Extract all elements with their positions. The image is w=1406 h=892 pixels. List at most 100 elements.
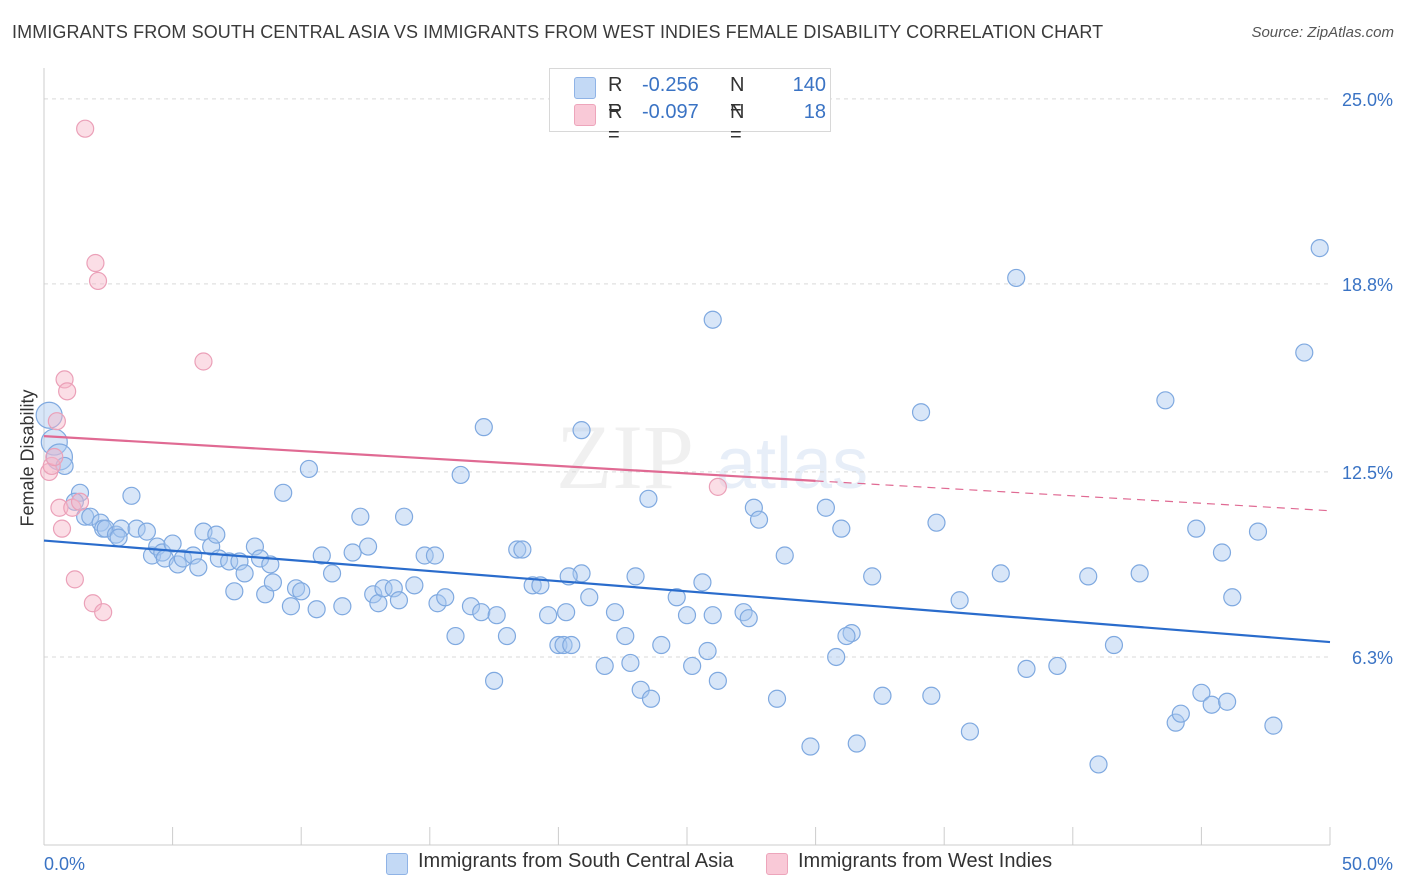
data-point-south-central-asia [605,603,625,622]
data-point-south-central-asia [168,555,187,574]
correlation-legend: R = -0.256 N = 140 R = -0.097 N = 18 [549,68,831,146]
data-point-south-central-asia [837,626,856,646]
data-point-south-central-asia [461,597,481,616]
legend-swatch-pink [574,104,596,126]
data-point-south-central-asia [312,546,331,565]
data-point-south-central-asia [580,588,599,607]
data-point-south-central-asia [389,591,409,610]
data-point-south-central-asia [225,582,244,601]
data-point-south-central-asia [425,546,445,565]
data-point-south-central-asia [562,635,581,655]
data-point-south-central-asia [1187,519,1206,538]
x-tick-label: 0.0% [44,854,85,874]
chart-title: IMMIGRANTS FROM SOUTH CENTRAL ASIA VS IM… [12,22,1104,42]
data-points [35,119,1329,774]
data-point-south-central-asia [1295,343,1314,362]
data-point-south-central-asia [703,606,722,625]
data-point-south-central-asia [384,579,403,598]
y-tick-label: 18.8% [1342,275,1393,295]
data-point-south-central-asia [677,606,697,625]
data-point-south-central-asia [351,507,370,526]
data-point-south-central-asia [744,498,763,517]
data-point-south-central-asia [595,656,614,676]
data-point-south-central-asia [572,421,591,440]
data-point-south-central-asia [508,540,527,559]
data-point-south-central-asia [1130,564,1149,583]
data-point-south-central-asia [343,543,362,562]
data-point-south-central-asia [739,609,758,628]
y-axis-label: Female Disability [17,389,38,527]
data-point-south-central-asia [652,635,671,655]
data-point-south-central-asia [451,465,470,485]
data-point-south-central-asia [299,459,319,479]
tick-labels: 6.3% 12.5% 18.8% 25.0% 0.0% 50.0% [44,90,1393,874]
data-point-west-indies [708,477,727,496]
data-point-south-central-asia [374,579,393,598]
data-point-south-central-asia [274,483,293,502]
data-point-south-central-asia [631,680,650,699]
source-credit: Source: ZipAtlas.com [1251,24,1394,41]
series-legend-label: Immigrants from West Indies [798,850,1053,872]
data-point-west-indies [47,412,66,431]
data-point-south-central-asia [1089,755,1108,774]
data-point-south-central-asia [207,525,226,544]
data-point-south-central-asia [775,546,794,565]
trend-lines [43,435,1331,644]
data-point-south-central-asia [127,519,146,538]
axes [43,68,1331,846]
data-point-south-central-asia [245,537,265,556]
data-point-south-central-asia [847,734,866,753]
legend-swatch-blue [386,853,408,875]
data-point-south-central-asia [472,603,491,622]
trend-line-west-indies-extension [815,480,1331,512]
data-point-west-indies [50,498,69,517]
data-point-south-central-asia [616,626,635,646]
data-point-south-central-asia [801,737,820,756]
data-point-south-central-asia [446,626,465,646]
series-legend-label: Immigrants from South Central Asia [418,850,734,872]
data-point-south-central-asia [557,603,576,622]
data-point-west-indies [70,492,90,511]
data-point-south-central-asia [220,552,239,571]
data-point-south-central-asia [1202,695,1221,714]
data-point-south-central-asia [922,686,941,705]
legend-n-value: 18 [803,101,826,123]
y-tick-label: 25.0% [1342,90,1393,110]
legend-r-value: -0.097 [642,101,699,123]
data-point-south-central-asia [708,671,727,690]
data-point-south-central-asia [122,486,141,505]
data-point-west-indies [88,271,108,291]
legend-swatch-pink [766,853,788,875]
data-point-south-central-asia [1079,567,1098,586]
data-point-south-central-asia [827,647,846,667]
y-tick-label: 6.3% [1352,648,1393,668]
data-point-south-central-asia [626,567,645,586]
watermark-zip: ZIP [556,406,694,508]
data-point-south-central-asia [358,537,378,556]
data-point-south-central-asia [436,588,455,607]
data-point-south-central-asia [263,573,283,592]
data-point-south-central-asia [1048,656,1067,676]
data-point-south-central-asia [235,564,254,583]
data-point-south-central-asia [767,689,787,708]
trend-line-south-central-asia [43,539,1331,644]
data-point-west-indies [65,570,84,589]
data-point-south-central-asia [1248,522,1268,541]
legend-n-value: 140 [792,74,826,96]
data-point-south-central-asia [554,635,573,655]
data-point-south-central-asia [698,641,717,661]
data-point-south-central-asia [474,418,493,437]
data-point-south-central-asia [189,558,208,577]
data-point-west-indies [94,603,113,622]
data-point-south-central-asia [1212,543,1232,562]
data-point-south-central-asia [96,519,115,538]
data-point-south-central-asia [1192,683,1211,702]
data-point-south-central-asia [286,579,306,598]
data-point-south-central-asia [1166,713,1185,732]
x-tick-label: 50.0% [1342,854,1393,874]
data-point-south-central-asia [1104,635,1124,655]
data-point-south-central-asia [487,606,506,625]
data-point-south-central-asia [81,507,100,526]
data-point-south-central-asia [163,534,182,553]
